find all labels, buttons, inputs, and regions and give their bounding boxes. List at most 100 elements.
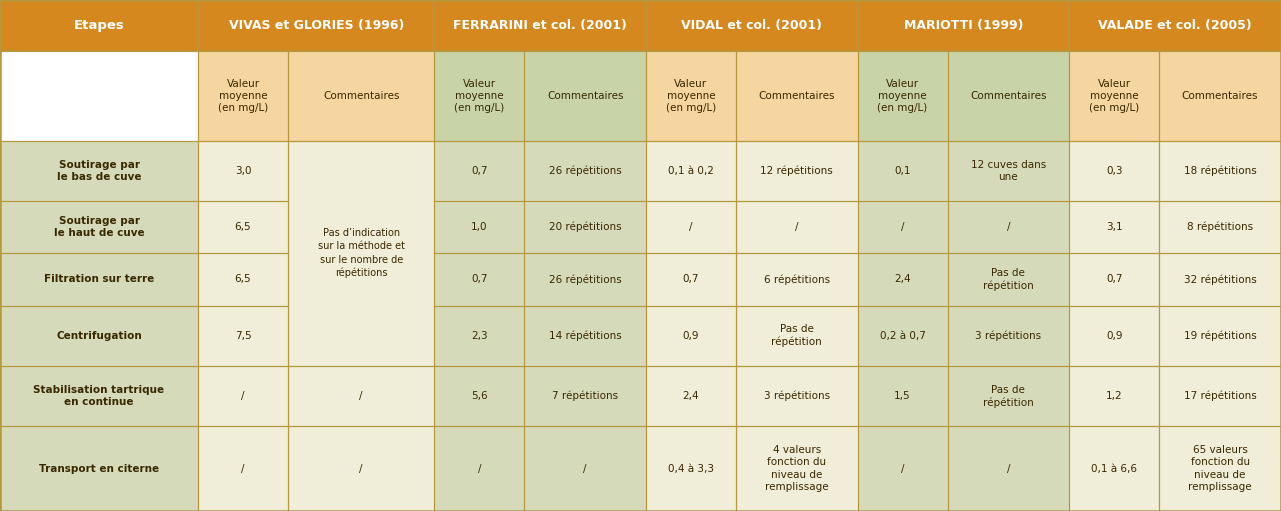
- Bar: [735, 141, 858, 201]
- Bar: [646, 201, 735, 253]
- Bar: [735, 426, 858, 511]
- Text: 0,1: 0,1: [894, 166, 911, 176]
- Bar: [434, 201, 524, 253]
- Bar: [1159, 51, 1281, 141]
- Text: 0,9: 0,9: [1106, 331, 1122, 341]
- Bar: [646, 426, 735, 511]
- Bar: [948, 201, 1070, 253]
- Bar: [1070, 426, 1159, 511]
- Text: 0,9: 0,9: [683, 331, 699, 341]
- Bar: [735, 366, 858, 426]
- Bar: [1070, 51, 1159, 141]
- Bar: [858, 253, 948, 306]
- Bar: [858, 426, 948, 511]
- Bar: [858, 141, 948, 201]
- Text: Etapes: Etapes: [74, 19, 124, 32]
- Bar: [948, 51, 1070, 141]
- Bar: [524, 141, 646, 201]
- Bar: [948, 366, 1070, 426]
- Bar: [1070, 201, 1159, 253]
- Text: /: /: [583, 463, 587, 474]
- Bar: [199, 51, 288, 141]
- Bar: [434, 366, 524, 426]
- Text: Pas de
répétition: Pas de répétition: [983, 268, 1034, 291]
- Bar: [434, 141, 524, 201]
- Text: Valeur
moyenne
(en mg/L): Valeur moyenne (en mg/L): [666, 79, 716, 113]
- Bar: [735, 366, 858, 426]
- Bar: [0, 51, 199, 141]
- Bar: [434, 51, 524, 141]
- Bar: [199, 366, 288, 426]
- Text: 26 répétitions: 26 répétitions: [548, 166, 621, 176]
- Text: Valeur
moyenne
(en mg/L): Valeur moyenne (en mg/L): [218, 79, 268, 113]
- Bar: [0, 366, 199, 426]
- Bar: [858, 201, 948, 253]
- Text: 0,1 à 6,6: 0,1 à 6,6: [1091, 463, 1138, 474]
- Text: 2,4: 2,4: [683, 391, 699, 401]
- Bar: [1070, 366, 1159, 426]
- Bar: [1070, 426, 1159, 511]
- Bar: [1070, 141, 1159, 201]
- Bar: [434, 253, 524, 306]
- Bar: [858, 366, 948, 426]
- Bar: [1070, 366, 1159, 426]
- Bar: [199, 426, 288, 511]
- Bar: [1159, 366, 1281, 426]
- Bar: [0, 253, 199, 306]
- Text: 14 répétitions: 14 répétitions: [548, 331, 621, 341]
- Bar: [434, 366, 524, 426]
- Bar: [524, 306, 646, 366]
- Text: 1,2: 1,2: [1106, 391, 1122, 401]
- Text: Valeur
moyenne
(en mg/L): Valeur moyenne (en mg/L): [877, 79, 927, 113]
- Text: 2,4: 2,4: [894, 274, 911, 285]
- Bar: [524, 51, 646, 141]
- Text: 3 répétitions: 3 répétitions: [975, 331, 1041, 341]
- Bar: [1159, 201, 1281, 253]
- Bar: [288, 51, 434, 141]
- Text: MARIOTTI (1999): MARIOTTI (1999): [904, 19, 1024, 32]
- Bar: [735, 51, 858, 141]
- Text: VIDAL et col. (2001): VIDAL et col. (2001): [681, 19, 822, 32]
- Bar: [1159, 141, 1281, 201]
- Bar: [524, 306, 646, 366]
- Text: 0,1 à 0,2: 0,1 à 0,2: [667, 166, 714, 176]
- Bar: [1159, 426, 1281, 511]
- Bar: [288, 426, 434, 511]
- Text: 19 répétitions: 19 répétitions: [1184, 331, 1257, 341]
- Bar: [0, 366, 199, 426]
- Text: 12 cuves dans
une: 12 cuves dans une: [971, 159, 1047, 182]
- Bar: [524, 253, 646, 306]
- Bar: [646, 141, 735, 201]
- Bar: [735, 141, 858, 201]
- Text: 0,7: 0,7: [683, 274, 699, 285]
- Bar: [524, 141, 646, 201]
- Bar: [0, 141, 199, 201]
- Bar: [524, 51, 646, 141]
- Bar: [948, 426, 1070, 511]
- Text: 12 répétitions: 12 répétitions: [761, 166, 833, 176]
- Text: /: /: [360, 463, 363, 474]
- Bar: [735, 253, 858, 306]
- Bar: [1159, 306, 1281, 366]
- Bar: [199, 306, 288, 366]
- Text: Pas d’indication
sur la méthode et
sur le nombre de
répétitions: Pas d’indication sur la méthode et sur l…: [318, 228, 405, 278]
- Bar: [0, 201, 199, 253]
- Bar: [1070, 0, 1281, 51]
- Bar: [948, 426, 1070, 511]
- Text: 4 valeurs
fonction du
niveau de
remplissage: 4 valeurs fonction du niveau de rempliss…: [765, 445, 829, 492]
- Bar: [199, 253, 288, 306]
- Bar: [858, 366, 948, 426]
- Bar: [0, 0, 199, 51]
- Bar: [948, 253, 1070, 306]
- Bar: [1070, 253, 1159, 306]
- Bar: [948, 306, 1070, 366]
- Text: Commentaires: Commentaires: [547, 91, 624, 101]
- Text: 0,2 à 0,7: 0,2 à 0,7: [880, 331, 926, 341]
- Text: 0,7: 0,7: [471, 274, 488, 285]
- Bar: [0, 306, 199, 366]
- Bar: [646, 141, 735, 201]
- Bar: [646, 201, 735, 253]
- Bar: [646, 306, 735, 366]
- Text: 65 valeurs
fonction du
niveau de
remplissage: 65 valeurs fonction du niveau de remplis…: [1189, 445, 1252, 492]
- Text: Commentaires: Commentaires: [758, 91, 835, 101]
